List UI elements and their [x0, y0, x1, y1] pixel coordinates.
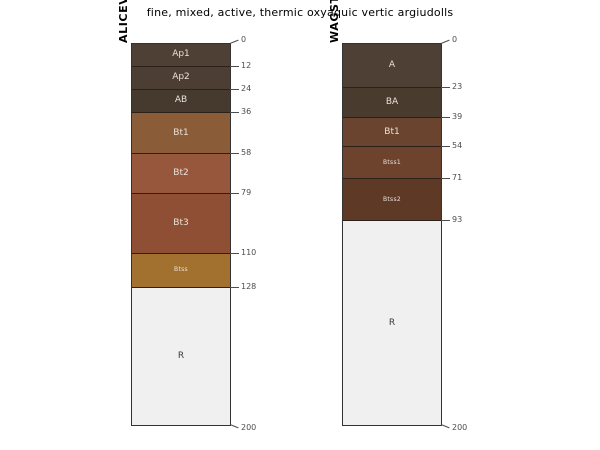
axis-tick-leader — [229, 39, 239, 44]
horizon-label: BA — [385, 97, 399, 108]
horizon-btss2[interactable]: Btss2 — [343, 179, 441, 222]
axis-tick-label: 0 — [452, 35, 458, 44]
horizon-bt2[interactable]: Bt2 — [132, 154, 230, 195]
horizon-label: R — [177, 350, 185, 361]
axis-tick — [230, 286, 239, 288]
axis-tick — [441, 117, 450, 119]
horizon-label: Btss — [174, 266, 188, 274]
horizon-label: Ap1 — [172, 49, 190, 60]
horizon-label: Bt2 — [173, 168, 189, 179]
profile-column: A BA Bt1 Btss1 Btss2 R — [342, 43, 442, 426]
horizon-bt3[interactable]: Bt3 — [132, 194, 230, 254]
axis-tick-label: 110 — [241, 247, 257, 257]
axis-tick — [230, 88, 239, 90]
horizon-label: Btss2 — [382, 195, 402, 203]
axis-tick-leader — [229, 424, 239, 429]
axis-tick — [230, 111, 239, 113]
profile-name-label: WAGSTAFF — [328, 0, 341, 43]
axis-tick-label: 128 — [241, 281, 257, 291]
axis-tick-label: 54 — [452, 140, 463, 150]
page-title: fine, mixed, active, thermic oxyaquic ve… — [146, 6, 454, 19]
axis-tick-label: 23 — [452, 81, 463, 91]
axis-tick — [441, 145, 450, 147]
axis-tick-label: 71 — [452, 173, 463, 183]
profile-column: Ap1 Ap2 AB Bt1 Bt2 Bt3 Btss R — [131, 43, 231, 426]
axis-tick — [230, 252, 239, 254]
horizon-label: R — [388, 317, 396, 328]
horizon-label: AB — [174, 95, 188, 106]
axis-tick-label: 58 — [241, 148, 252, 158]
axis-tick-label: 79 — [241, 188, 252, 198]
axis-tick-label: 93 — [452, 215, 463, 225]
horizon-r[interactable]: R — [343, 221, 441, 425]
horizon-r[interactable]: R — [132, 287, 230, 425]
horizon-label: Bt3 — [173, 218, 189, 228]
horizon-ap1[interactable]: Ap1 — [132, 44, 230, 67]
axis-tick — [441, 86, 450, 88]
horizon-label: Bt1 — [173, 127, 189, 138]
axis-tick — [441, 178, 450, 180]
axis-tick-leader — [440, 39, 450, 44]
horizon-ba[interactable]: BA — [343, 87, 441, 119]
axis-tick-label: 39 — [452, 112, 463, 122]
axis-tick-label: 36 — [241, 106, 252, 116]
horizon-bt1[interactable]: Bt1 — [343, 118, 441, 147]
axis-tick — [441, 220, 450, 222]
axis-tick-label: 200 — [452, 423, 468, 432]
axis-tick-leader — [440, 424, 450, 429]
horizon-label: Bt1 — [384, 126, 400, 137]
horizon-ap2[interactable]: Ap2 — [132, 66, 230, 90]
horizon-label: Ap2 — [172, 72, 190, 83]
axis-tick — [230, 65, 239, 67]
axis-tick-label: 12 — [241, 60, 252, 70]
axis-tick-label: 24 — [241, 83, 252, 93]
axis-tick — [230, 153, 239, 155]
horizon-ab[interactable]: AB — [132, 89, 230, 113]
profile-name-label: ALICEVILLE — [117, 0, 130, 43]
axis-tick — [230, 193, 239, 195]
horizon-label: A — [388, 59, 396, 70]
axis-tick-label: 200 — [241, 423, 257, 432]
horizon-bt1[interactable]: Bt1 — [132, 112, 230, 155]
axis-tick-label: 0 — [241, 35, 247, 44]
horizon-btss1[interactable]: Btss1 — [343, 146, 441, 180]
horizon-a[interactable]: A — [343, 44, 441, 88]
horizon-label: Btss1 — [382, 158, 402, 166]
horizon-btss[interactable]: Btss — [132, 253, 230, 288]
